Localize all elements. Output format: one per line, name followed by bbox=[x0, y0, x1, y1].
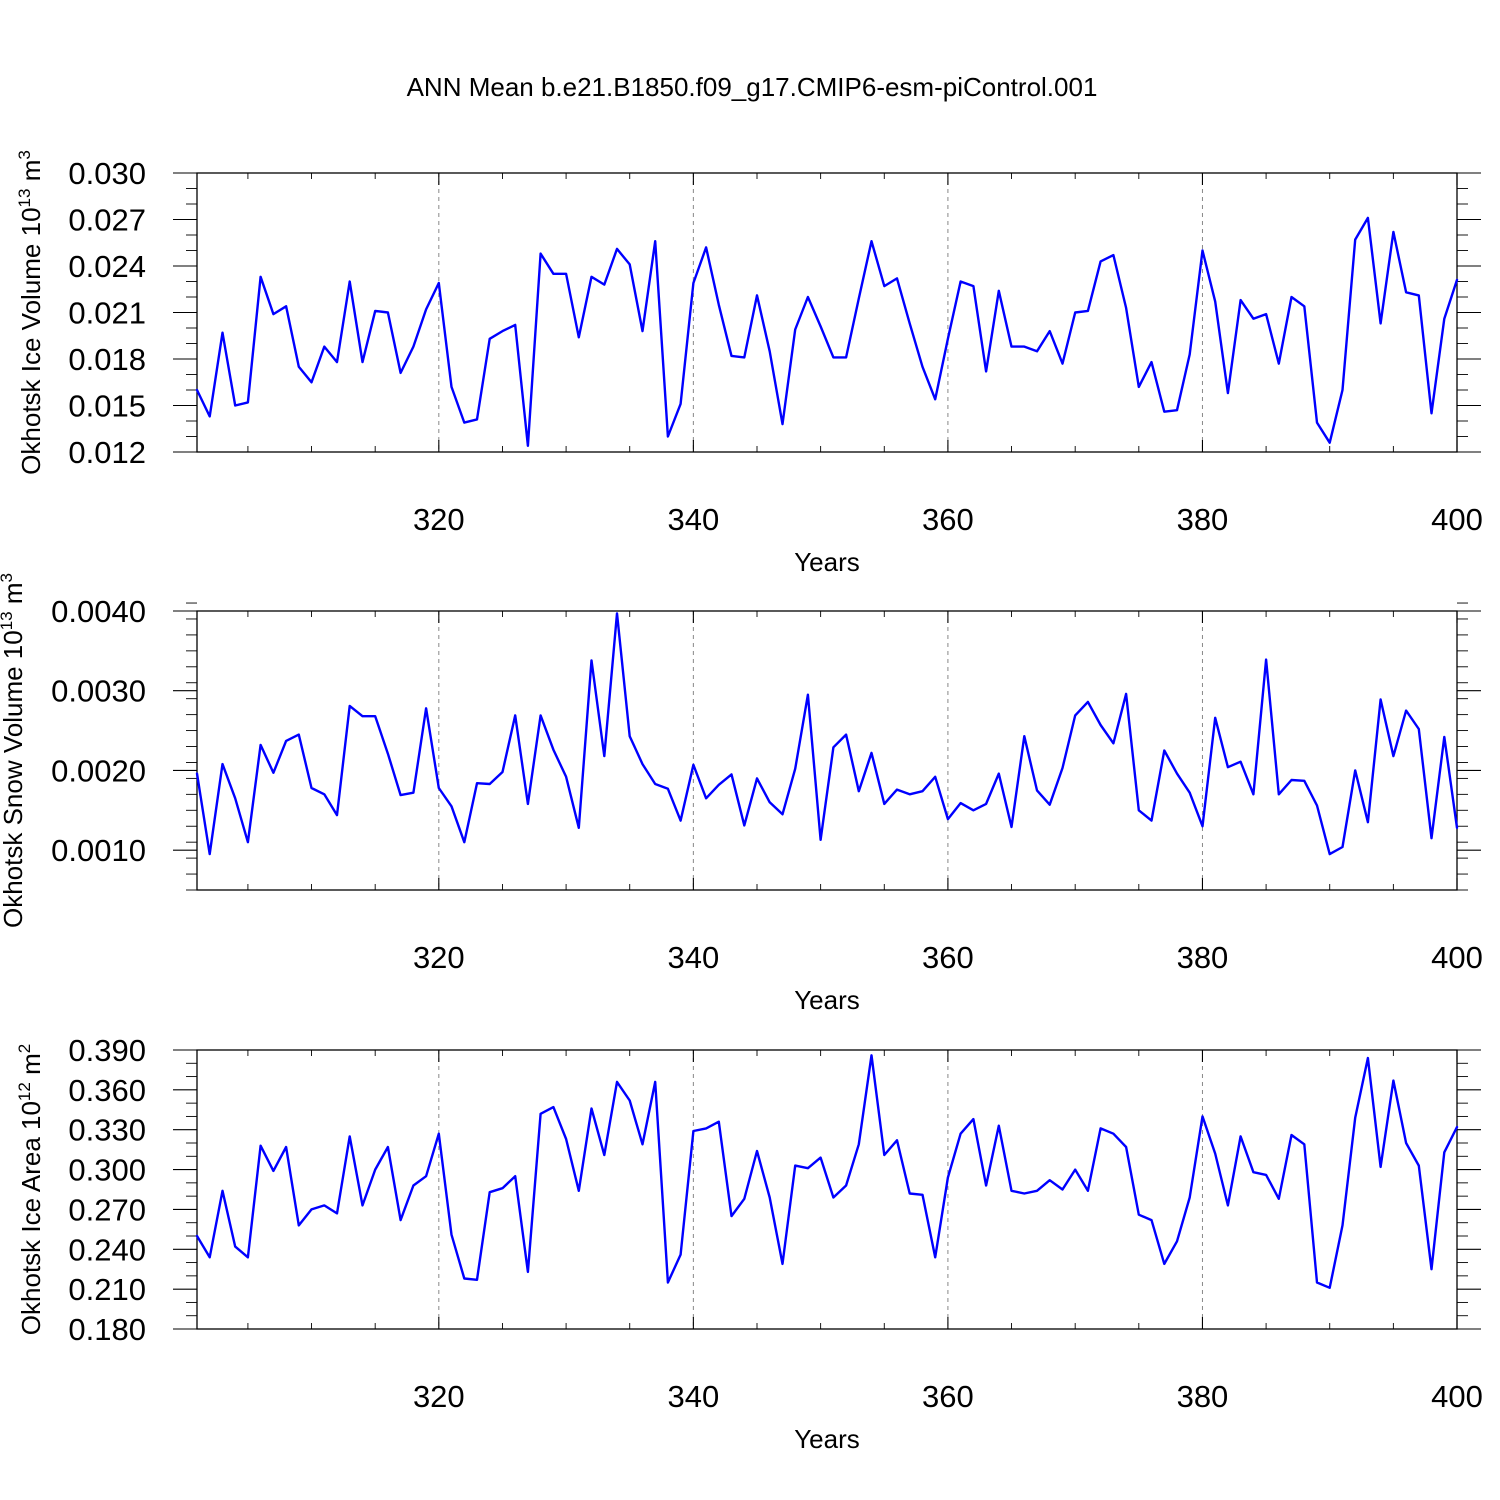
y-tick-label: 0.027 bbox=[68, 203, 146, 238]
chart-title: ANN Mean b.e21.B1850.f09_g17.CMIP6-esm-p… bbox=[407, 72, 1098, 102]
panel-2: 320 340 360 380 400 0.0010 0.0020 0.0030 0.0040 Y… bbox=[0, 573, 1483, 1015]
data-line-okhotsk-ice-volume bbox=[195, 216, 1459, 447]
plot-frame bbox=[196, 610, 1458, 891]
y-axis-title: Okhotsk Snow Volume 1013 m3 bbox=[0, 573, 28, 928]
data-line-okhotsk-ice-area bbox=[195, 1054, 1459, 1290]
y-tick-label: 0.270 bbox=[68, 1192, 146, 1227]
y-tick-label: 0.0010 bbox=[51, 833, 146, 868]
y-tick-label: 0.240 bbox=[68, 1232, 146, 1267]
y-tick-label: 0.024 bbox=[68, 249, 146, 284]
x-tick-label: 360 bbox=[922, 502, 974, 537]
x-tick-label: 320 bbox=[413, 1379, 465, 1414]
x-axis-title: Years bbox=[794, 1424, 860, 1454]
x-tick-label: 360 bbox=[922, 1379, 974, 1414]
y-tick-label: 0.030 bbox=[68, 156, 146, 191]
x-tick-label: 320 bbox=[413, 940, 465, 975]
y-tick-label: 0.012 bbox=[68, 435, 146, 470]
y-tick-label: 0.0030 bbox=[51, 674, 146, 709]
y-tick-label: 0.018 bbox=[68, 342, 146, 377]
x-tick-label: 380 bbox=[1177, 502, 1229, 537]
y-tick-label: 0.0020 bbox=[51, 753, 146, 788]
x-tick-label: 340 bbox=[667, 1379, 719, 1414]
y-tick-label: 0.390 bbox=[68, 1033, 146, 1068]
panels: 320 340 360 380 400 0.012 0.015 0.018 0.021 0.024… bbox=[0, 150, 1483, 1454]
plot-frame bbox=[196, 1049, 1458, 1330]
y-tick-label: 0.021 bbox=[68, 296, 146, 331]
x-tick-label: 320 bbox=[413, 502, 465, 537]
panel-1: 320 340 360 380 400 0.012 0.015 0.018 0.021 0.024… bbox=[15, 150, 1483, 577]
y-tick-label: 0.015 bbox=[68, 389, 146, 424]
y-tick-label: 0.360 bbox=[68, 1073, 146, 1108]
x-tick-label: 400 bbox=[1431, 502, 1483, 537]
y-axis-title: Okhotsk Ice Volume 1013 m3 bbox=[15, 150, 46, 475]
y-tick-label: 0.210 bbox=[68, 1272, 146, 1307]
y-tick-label: 0.180 bbox=[68, 1312, 146, 1347]
y-tick-label: 0.0040 bbox=[51, 594, 146, 629]
x-tick-label: 380 bbox=[1177, 1379, 1229, 1414]
x-tick-label: 340 bbox=[667, 502, 719, 537]
plot-frame bbox=[196, 172, 1458, 453]
x-tick-label: 380 bbox=[1177, 940, 1229, 975]
x-tick-label: 340 bbox=[667, 940, 719, 975]
x-tick-label: 400 bbox=[1431, 940, 1483, 975]
y-tick-label: 0.300 bbox=[68, 1153, 146, 1188]
y-tick-label: 0.330 bbox=[68, 1113, 146, 1148]
x-tick-label: 400 bbox=[1431, 1379, 1483, 1414]
x-axis-title: Years bbox=[794, 547, 860, 577]
x-axis-title: Years bbox=[794, 985, 860, 1015]
panel-3: 320 340 360 380 400 0.180 0.210 0.240 0.270 0.300… bbox=[15, 1033, 1483, 1454]
data-line-okhotsk-snow-volume bbox=[195, 612, 1459, 856]
y-axis-title: Okhotsk Ice Area 1012 m2 bbox=[15, 1044, 46, 1335]
x-tick-label: 360 bbox=[922, 940, 974, 975]
